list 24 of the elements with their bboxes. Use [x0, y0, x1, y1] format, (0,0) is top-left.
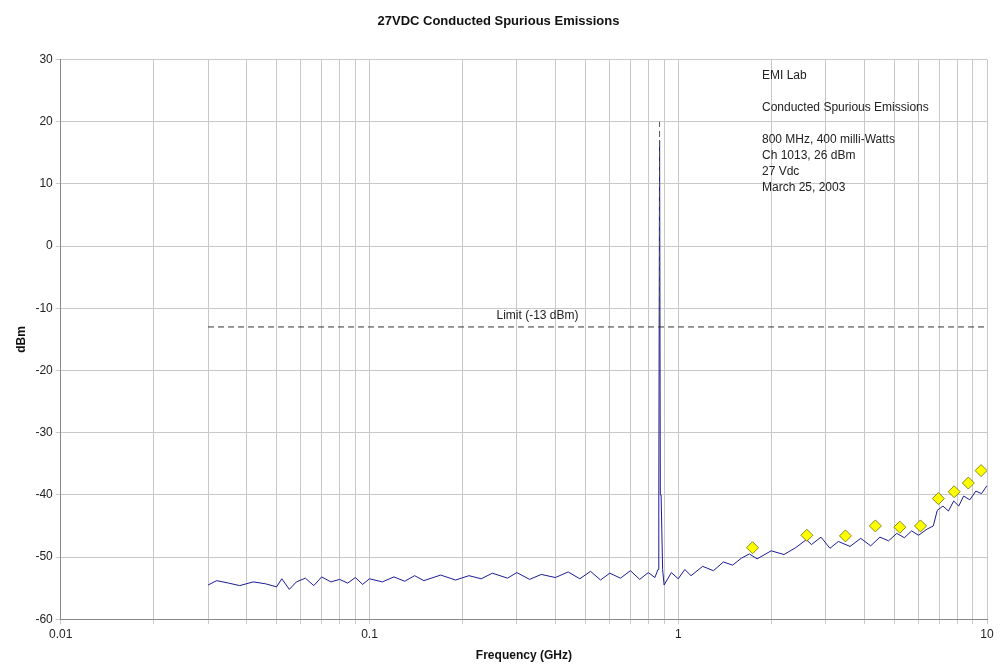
x-tick-label: 10 [980, 626, 994, 641]
y-tick-label: 30 [39, 51, 54, 66]
y-tick-label: -40 [35, 487, 54, 502]
x-tick-label: 0.1 [361, 626, 379, 641]
y-tick-label: 20 [39, 114, 54, 129]
annotation: EMI Lab [762, 67, 808, 82]
x-tick-label: 1 [674, 626, 682, 641]
x-tick-label: 0.01 [49, 626, 73, 641]
y-tick-label: -20 [35, 362, 54, 377]
y-tick-label: 10 [39, 176, 54, 191]
annotation: 27 Vdc [762, 163, 800, 178]
annotation: Conducted Spurious Emissions [762, 99, 929, 114]
annotation: Ch 1013, 26 dBm [762, 147, 856, 162]
y-tick-label: 0 [46, 238, 54, 253]
annotation: Limit (-13 dBm) [496, 308, 579, 323]
y-axis-title: dBm [13, 326, 28, 353]
y-tick-label: -60 [35, 611, 54, 626]
annotation: March 25, 2003 [762, 179, 846, 194]
x-axis-title: Frequency (GHz) [475, 648, 572, 663]
annotation: 800 MHz, 400 milli-Watts [762, 131, 895, 146]
chart-title: 27VDC Conducted Spurious Emissions [377, 13, 620, 29]
y-tick-label: -30 [35, 424, 54, 439]
y-tick-label: -10 [35, 300, 54, 315]
y-tick-label: -50 [35, 549, 54, 564]
